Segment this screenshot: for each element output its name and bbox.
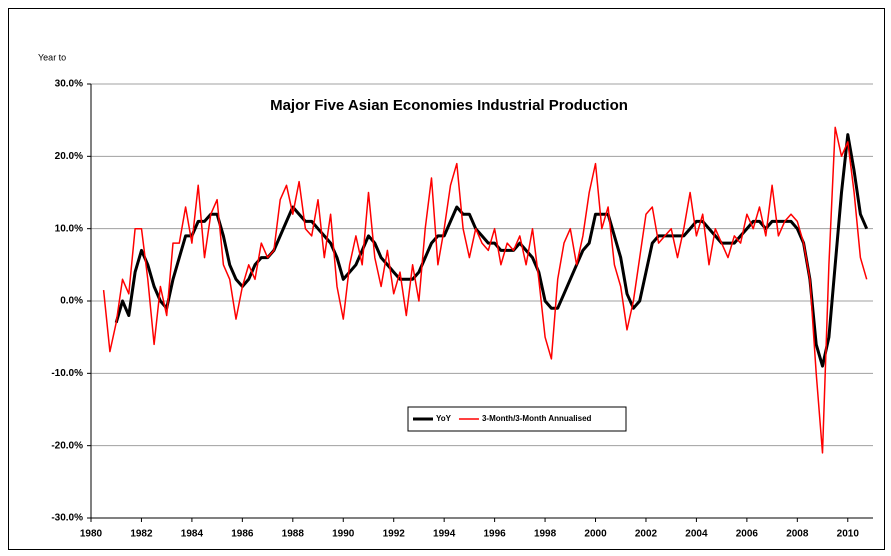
y-tick-label: 30.0% (55, 79, 83, 90)
x-tick-label: 1980 (80, 529, 103, 540)
chart-frame (8, 8, 885, 550)
x-tick-label: 2006 (736, 529, 759, 540)
x-tick-label: 1990 (332, 529, 355, 540)
chart-title: Major Five Asian Economies Industrial Pr… (270, 97, 628, 114)
x-tick-label: 1994 (433, 529, 456, 540)
axes: -30.0% -20.0% -10.0% 0.0% 10.0% 20.0% 30.0% 198… (51, 79, 873, 540)
y-tick-label: 0.0% (60, 296, 83, 307)
legend-box (407, 406, 627, 432)
lines (102, 126, 869, 454)
legend: YoY 3-Month/3-Month Annualised (407, 406, 627, 432)
y-tick-label: 10.0% (55, 223, 83, 234)
y-tick-label: 20.0% (55, 151, 83, 162)
x-tick-label: 2000 (584, 529, 607, 540)
x-tick-label: 1986 (231, 529, 254, 540)
y-axis-label: Year to (38, 52, 66, 62)
y-tick-label: -30.0% (51, 513, 83, 524)
x-tick-label: 2004 (685, 529, 708, 540)
x-tick-label: 1996 (483, 529, 506, 540)
series-line (114, 133, 869, 368)
x-tick-label: 2010 (837, 529, 860, 540)
x-tick-label: 1992 (383, 529, 406, 540)
x-tick-label: 2008 (786, 529, 809, 540)
legend-label: 3-Month/3-Month Annualised (482, 414, 592, 423)
legend-label: YoY (436, 414, 452, 423)
x-tick-label: 2002 (635, 529, 658, 540)
y-tick-label: -20.0% (51, 440, 83, 451)
series-line (102, 126, 868, 454)
y-tick-label: -10.0% (51, 368, 83, 379)
x-tick-label: 1988 (282, 529, 305, 540)
x-tick-label: 1982 (130, 529, 153, 540)
x-tick-label: 1984 (181, 529, 204, 540)
x-tick-label: 1998 (534, 529, 557, 540)
